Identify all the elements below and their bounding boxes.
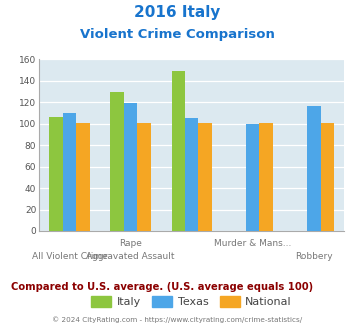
Bar bbox=[198, 123, 212, 231]
Bar bbox=[185, 118, 198, 231]
Bar bbox=[49, 117, 63, 231]
Bar bbox=[110, 91, 124, 231]
Text: Violent Crime Comparison: Violent Crime Comparison bbox=[80, 28, 275, 41]
Bar bbox=[171, 71, 185, 231]
Text: Compared to U.S. average. (U.S. average equals 100): Compared to U.S. average. (U.S. average … bbox=[11, 282, 313, 292]
Text: 2016 Italy: 2016 Italy bbox=[134, 5, 221, 20]
Legend: Italy, Texas, National: Italy, Texas, National bbox=[87, 291, 296, 312]
Text: Aggravated Assault: Aggravated Assault bbox=[86, 252, 175, 261]
Text: © 2024 CityRating.com - https://www.cityrating.com/crime-statistics/: © 2024 CityRating.com - https://www.city… bbox=[53, 317, 302, 323]
Bar bbox=[246, 124, 260, 231]
Bar bbox=[124, 103, 137, 231]
Bar bbox=[63, 113, 76, 231]
Text: Robbery: Robbery bbox=[295, 252, 333, 261]
Bar bbox=[307, 106, 321, 231]
Bar bbox=[260, 123, 273, 231]
Bar bbox=[76, 123, 90, 231]
Text: Murder & Mans...: Murder & Mans... bbox=[214, 239, 291, 248]
Bar bbox=[321, 123, 334, 231]
Bar bbox=[137, 123, 151, 231]
Text: Rape: Rape bbox=[119, 239, 142, 248]
Text: All Violent Crime: All Violent Crime bbox=[32, 252, 108, 261]
